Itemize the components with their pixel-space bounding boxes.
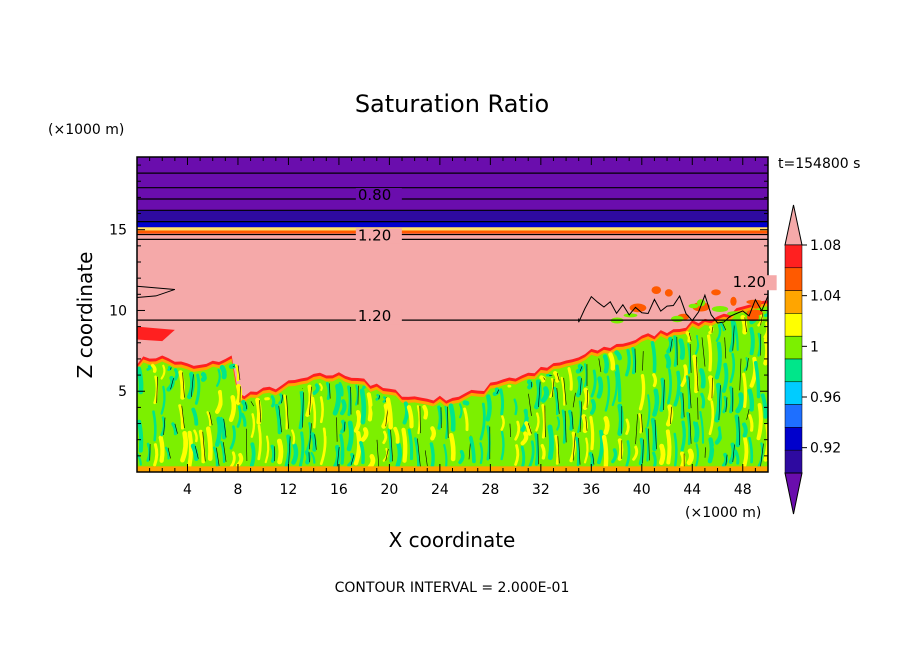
right-cloud-patch — [746, 313, 759, 322]
x-unit-label: (×1000 m) — [685, 505, 761, 521]
x-tick-label: 36 — [582, 482, 600, 498]
colorbar-segment — [784, 335, 803, 360]
right-cloud-patch — [623, 313, 638, 318]
colorbar: 0.92 0.96 1 1.04 1.08 — [784, 204, 841, 515]
y-axis-ticks: 5 10 15 — [109, 164, 768, 457]
colorbar-segment — [784, 427, 803, 451]
right-cloud-patch — [696, 299, 706, 307]
right-cloud-patch — [688, 303, 699, 309]
contour-label: 1.20 — [358, 307, 391, 325]
colorbar-tick-label: 0.96 — [810, 390, 841, 406]
colorbar-extend-min — [784, 472, 803, 515]
colorbar-segment — [784, 404, 803, 428]
x-axis-label: X coordinate — [389, 528, 516, 552]
contour-label-bg — [355, 309, 402, 325]
colorbar-segment — [784, 267, 803, 291]
y-tick-label: 15 — [109, 223, 127, 239]
colorbar-tick-label: 1.04 — [810, 289, 841, 305]
dark-band — [137, 210, 768, 222]
x-tick-label: 12 — [280, 482, 298, 498]
colorbar-segment — [784, 244, 803, 269]
contour-interval-text: CONTOUR INTERVAL = 2.000E-01 — [335, 580, 570, 596]
x-tick-label: 28 — [481, 482, 499, 498]
left-wisp — [137, 326, 175, 342]
contour-label-bg — [730, 275, 777, 291]
right-cloud-patch — [711, 289, 721, 296]
x-tick-label: 8 — [233, 482, 242, 498]
y-unit-label: (×1000 m) — [48, 122, 124, 138]
contour-label-bg — [355, 188, 402, 203]
dark-band — [137, 221, 768, 228]
heatmap-field — [137, 157, 768, 472]
transition-band — [137, 227, 768, 231]
turbulent-streaks — [137, 309, 768, 470]
right-cloud-patch — [651, 286, 662, 295]
x-tick-label: 40 — [633, 482, 651, 498]
colorbar-tick-label: 1 — [810, 339, 819, 355]
x-tick-label: 16 — [330, 482, 348, 498]
boundary-layer — [137, 306, 768, 472]
x-tick-label: 32 — [532, 482, 550, 498]
colorbar-segment — [784, 449, 803, 474]
contour-label: 1.20 — [358, 226, 391, 244]
right-cloud-patch — [670, 315, 684, 323]
right-cloud-patch — [664, 289, 673, 297]
contour-label: 0.80 — [358, 186, 391, 204]
x-tick-label: 4 — [183, 482, 192, 498]
x-tick-label: 24 — [431, 482, 449, 498]
colorbar-tick-label: 0.92 — [810, 441, 841, 457]
contour-labels: 0.80 1.20 1.20 1.20 — [355, 186, 777, 325]
x-tick-label: 20 — [380, 482, 398, 498]
colorbar-segment — [784, 358, 803, 383]
left-wisp-contour — [137, 285, 176, 299]
right-cloud-patch — [750, 300, 762, 309]
time-label: t=154800 s — [778, 156, 860, 172]
contour-lines — [137, 172, 768, 324]
y-axis-label: Z coordinate — [73, 252, 97, 379]
x-tick-label: 44 — [683, 482, 701, 498]
y-tick-label: 10 — [109, 303, 127, 319]
x-axis-ticks: 4 8 12 16 20 24 28 32 36 40 44 48 — [149, 157, 756, 498]
contour-label: 1.20 — [733, 273, 766, 291]
colorbar-segment — [784, 381, 803, 405]
colorbar-extend-max — [784, 204, 803, 246]
transition-band — [137, 230, 768, 234]
colorbar-tick-label: 1.08 — [810, 238, 841, 254]
colorbar-segment — [784, 313, 803, 337]
chart-title: Saturation Ratio — [355, 90, 549, 118]
x-tick-label: 48 — [734, 482, 752, 498]
contour-label-bg — [355, 228, 402, 244]
colorbar-segment — [784, 290, 803, 314]
right-cloud-patch — [711, 306, 729, 313]
y-tick-label: 5 — [118, 384, 127, 400]
right-cloud-patch — [730, 296, 737, 306]
